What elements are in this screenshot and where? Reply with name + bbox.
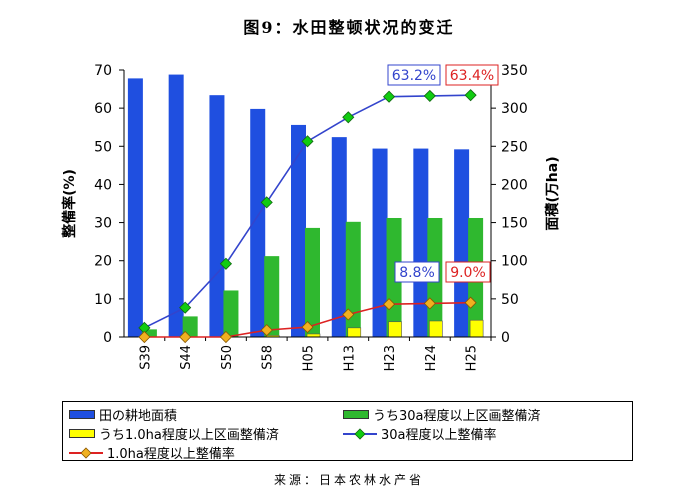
bar-0-H25 — [454, 149, 470, 337]
annotation-label: 63.2% — [392, 68, 436, 84]
x-tick-label: H13 — [342, 345, 357, 371]
bar-2-H25 — [469, 319, 484, 338]
legend-item-1ha-rate: 1.0ha程度以上整備率 — [69, 443, 235, 462]
annotation-box — [387, 64, 441, 86]
y-right-tick-label: 100 — [501, 254, 528, 270]
bar-0-H23 — [372, 148, 388, 337]
chart-title: 图9：水田整顿状况的变迁 — [243, 18, 455, 37]
legend-item-30a-rate: 30a程度以上整備率 — [343, 424, 497, 443]
legend-label: うち30a程度以上区画整備済 — [373, 409, 541, 424]
marker-3-H25 — [464, 89, 477, 102]
axes-layer: 0 10 20 30 40 50 60 70 0 50 100 150 200 250 300 350 S39 S… — [61, 63, 561, 371]
y-right-tick-label: 0 — [501, 330, 510, 346]
label-layer: 63.2% 63.4% 8.8% 9.0% — [387, 64, 499, 283]
legend-label: 田の耕地面積 — [99, 409, 178, 424]
marker-4-H23 — [382, 298, 396, 311]
legend-item-30a-area: うち30a程度以上区画整備済 — [343, 405, 541, 424]
bar-2-H23 — [388, 321, 402, 338]
marker-4-S50 — [219, 330, 233, 344]
annotation-label: 9.0% — [450, 265, 486, 281]
legend-line-red-icon — [69, 446, 103, 459]
legend-swatch-yellow — [69, 429, 95, 438]
y-left-tick-label: 20 — [94, 254, 112, 270]
annotation-label: 63.4% — [450, 68, 494, 84]
legend-swatch-blue — [69, 410, 95, 419]
bar-0-S39 — [127, 78, 143, 338]
annotation-box — [394, 261, 440, 283]
x-tick-label: H05 — [302, 345, 317, 371]
bar-0-S58 — [250, 108, 266, 337]
y-right-tick-label: 200 — [501, 177, 528, 193]
source-note: 来源：日本农林水产省 — [273, 473, 424, 487]
y-right-tick-label: 50 — [501, 292, 519, 308]
marker-4-H24 — [423, 297, 436, 310]
bar-1-S58 — [264, 256, 280, 337]
marker-4-H13 — [342, 308, 355, 321]
legend-label: うち1.0ha程度以上区画整備済 — [99, 428, 279, 443]
annotation-box — [445, 64, 499, 86]
y-left-tick-label: 0 — [103, 330, 112, 346]
marker-3-H24 — [423, 89, 436, 103]
marker-4-S39 — [138, 330, 151, 344]
y-left-tick-label: 30 — [94, 216, 112, 232]
y-left-tick-label: 50 — [94, 139, 112, 155]
marker-3-S50 — [219, 257, 233, 270]
bar-1-S39 — [141, 329, 157, 337]
bar-0-S44 — [168, 74, 184, 337]
bar-0-S50 — [209, 95, 225, 337]
legend-item-1ha-area: うち1.0ha程度以上区画整備済 — [69, 424, 279, 443]
bar-1-H13 — [345, 221, 361, 337]
annotation-label: 8.8% — [399, 265, 435, 281]
y-right-tick-label: 150 — [501, 216, 528, 232]
line-layer — [138, 89, 477, 344]
marker-3-H23 — [382, 90, 396, 103]
annotation-box — [445, 261, 491, 283]
bar-1-S44 — [182, 316, 198, 337]
legend-label: 30a程度以上整備率 — [381, 428, 497, 443]
marker-3-S58 — [260, 196, 273, 209]
bar-1-S50 — [223, 290, 239, 337]
y-left-tick-label: 10 — [94, 292, 112, 308]
legend-swatch-green — [343, 410, 369, 419]
y-left-tick-label: 40 — [94, 177, 112, 193]
y-right-axis-title: 面積(万ha) — [544, 156, 561, 230]
y-right-tick-label: 300 — [501, 101, 528, 117]
bar-2-H24 — [429, 320, 443, 338]
y-right-tick-label: 350 — [501, 63, 528, 79]
bar-2-H13 — [347, 327, 362, 338]
y-right-tick-label: 250 — [501, 139, 528, 155]
bar-0-H05 — [291, 124, 306, 337]
marker-4-H05 — [301, 321, 314, 334]
y-left-tick-label: 70 — [94, 63, 112, 79]
marker-3-H13 — [342, 111, 355, 124]
x-tick-label: S39 — [138, 345, 153, 370]
y-left-axis-title: 整備率(%) — [61, 169, 78, 239]
marker-4-S44 — [179, 330, 192, 344]
marker-4-H25 — [464, 296, 477, 309]
legend-item-paddy-area: 田の耕地面積 — [69, 405, 177, 424]
x-tick-label: H24 — [424, 345, 439, 371]
bar-1-H05 — [305, 227, 320, 337]
marker-3-H05 — [301, 135, 314, 148]
legend-line-blue-icon — [343, 427, 377, 440]
x-tick-label: H25 — [465, 345, 480, 371]
x-tick-label: H23 — [383, 345, 398, 371]
y-left-tick-label: 60 — [94, 101, 112, 117]
legend: 田の耕地面積 うち30a程度以上区画整備済 うち1.0ha程度以上区画整備済 3… — [62, 401, 633, 462]
legend-label: 1.0ha程度以上整備率 — [107, 447, 235, 462]
marker-3-S44 — [179, 301, 192, 314]
chart-area: 0 10 20 30 40 50 60 70 0 50 100 150 200 250 300 350 S39 S… — [61, 63, 561, 371]
bar-0-H24 — [413, 148, 429, 337]
x-tick-label: S44 — [179, 345, 194, 370]
bar-0-H13 — [331, 137, 347, 337]
marker-4-S58 — [260, 324, 273, 337]
x-tick-label: S50 — [220, 345, 235, 370]
x-tick-label: S58 — [261, 345, 276, 370]
